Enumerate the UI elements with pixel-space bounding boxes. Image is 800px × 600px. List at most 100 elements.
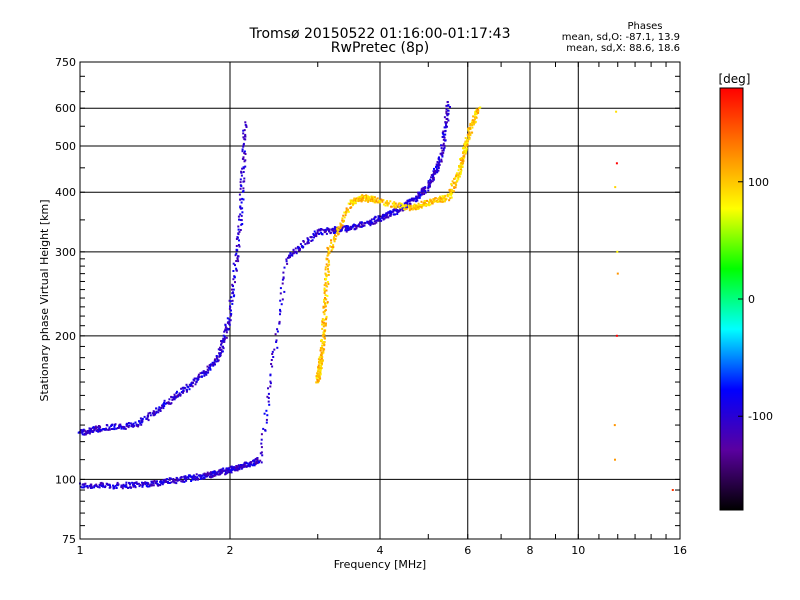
data-point [196, 377, 199, 380]
data-point [422, 189, 424, 192]
data-point [347, 227, 350, 230]
data-point [323, 348, 326, 351]
data-point [406, 206, 409, 209]
data-point [341, 219, 344, 222]
data-point [206, 473, 209, 476]
data-point [242, 198, 245, 201]
x-tick-label: 1 [77, 544, 84, 557]
data-point [443, 200, 446, 203]
data-point [457, 174, 460, 177]
data-point [437, 165, 440, 168]
data-point [82, 433, 85, 436]
data-point [345, 229, 348, 232]
data-point [416, 206, 419, 209]
data-point [147, 419, 150, 422]
data-point [141, 481, 143, 484]
data-point [321, 323, 323, 326]
data-point [228, 299, 231, 302]
data-point [149, 414, 152, 417]
data-point [330, 228, 333, 231]
data-point [267, 392, 270, 395]
data-point [392, 205, 395, 207]
data-point [447, 112, 450, 115]
data-point [411, 208, 414, 211]
data-point [242, 190, 245, 192]
data-point [360, 221, 363, 224]
data-point [240, 466, 243, 468]
data-point [223, 469, 226, 472]
data-point [279, 292, 282, 295]
data-point [83, 485, 86, 488]
data-point [342, 221, 345, 223]
data-point [323, 300, 326, 303]
data-point [168, 398, 171, 401]
data-point [341, 217, 344, 220]
data-point [354, 202, 357, 205]
data-point [295, 252, 298, 255]
data-point [474, 120, 477, 123]
data-point [114, 484, 117, 487]
data-point [377, 201, 379, 204]
data-point [456, 172, 458, 175]
data-point [219, 352, 222, 355]
data-point [203, 476, 205, 479]
data-point [129, 486, 132, 489]
data-point [163, 479, 166, 481]
data-point [387, 211, 390, 214]
data-point [133, 485, 136, 487]
data-point [205, 370, 207, 373]
data-point [240, 171, 243, 174]
data-point [349, 225, 352, 228]
data-point [89, 487, 92, 489]
data-point [318, 360, 321, 363]
data-point [294, 247, 297, 250]
data-point [131, 483, 134, 486]
data-point [393, 201, 396, 204]
data-point [327, 250, 330, 253]
data-point [114, 423, 117, 426]
data-point [327, 268, 329, 270]
data-point [445, 118, 448, 120]
data-point [403, 205, 406, 208]
data-point [233, 275, 236, 278]
data-point [235, 245, 238, 247]
data-point [424, 190, 427, 193]
data-point [322, 311, 325, 314]
data-point [378, 199, 381, 202]
data-point [200, 375, 203, 378]
data-point [109, 486, 112, 489]
data-point [242, 136, 245, 139]
data-point [326, 246, 329, 249]
data-point [324, 297, 326, 299]
data-point [184, 478, 187, 481]
data-point [418, 196, 421, 199]
data-point [197, 373, 200, 376]
chart-title: Tromsø 20150522 01:16:00-01:17:43 [249, 26, 511, 42]
data-point [185, 383, 188, 386]
data-point [291, 252, 294, 255]
data-point [464, 143, 467, 146]
data-point [234, 466, 237, 469]
data-point [458, 165, 460, 167]
data-point [442, 144, 445, 147]
data-point [152, 482, 155, 485]
data-point [129, 483, 131, 486]
data-point [292, 248, 295, 251]
data-point [466, 143, 469, 146]
data-point [243, 150, 246, 153]
data-point [307, 241, 310, 244]
data-point [250, 463, 253, 466]
data-point [451, 180, 454, 183]
data-point [225, 336, 228, 339]
data-point [421, 187, 424, 190]
data-point [203, 474, 206, 477]
data-point [378, 201, 381, 204]
data-point [223, 340, 226, 343]
data-point [260, 433, 263, 436]
data-point [102, 484, 105, 487]
data-point [307, 240, 310, 243]
data-point [334, 238, 337, 240]
data-point [241, 148, 244, 151]
data-point [322, 335, 325, 338]
